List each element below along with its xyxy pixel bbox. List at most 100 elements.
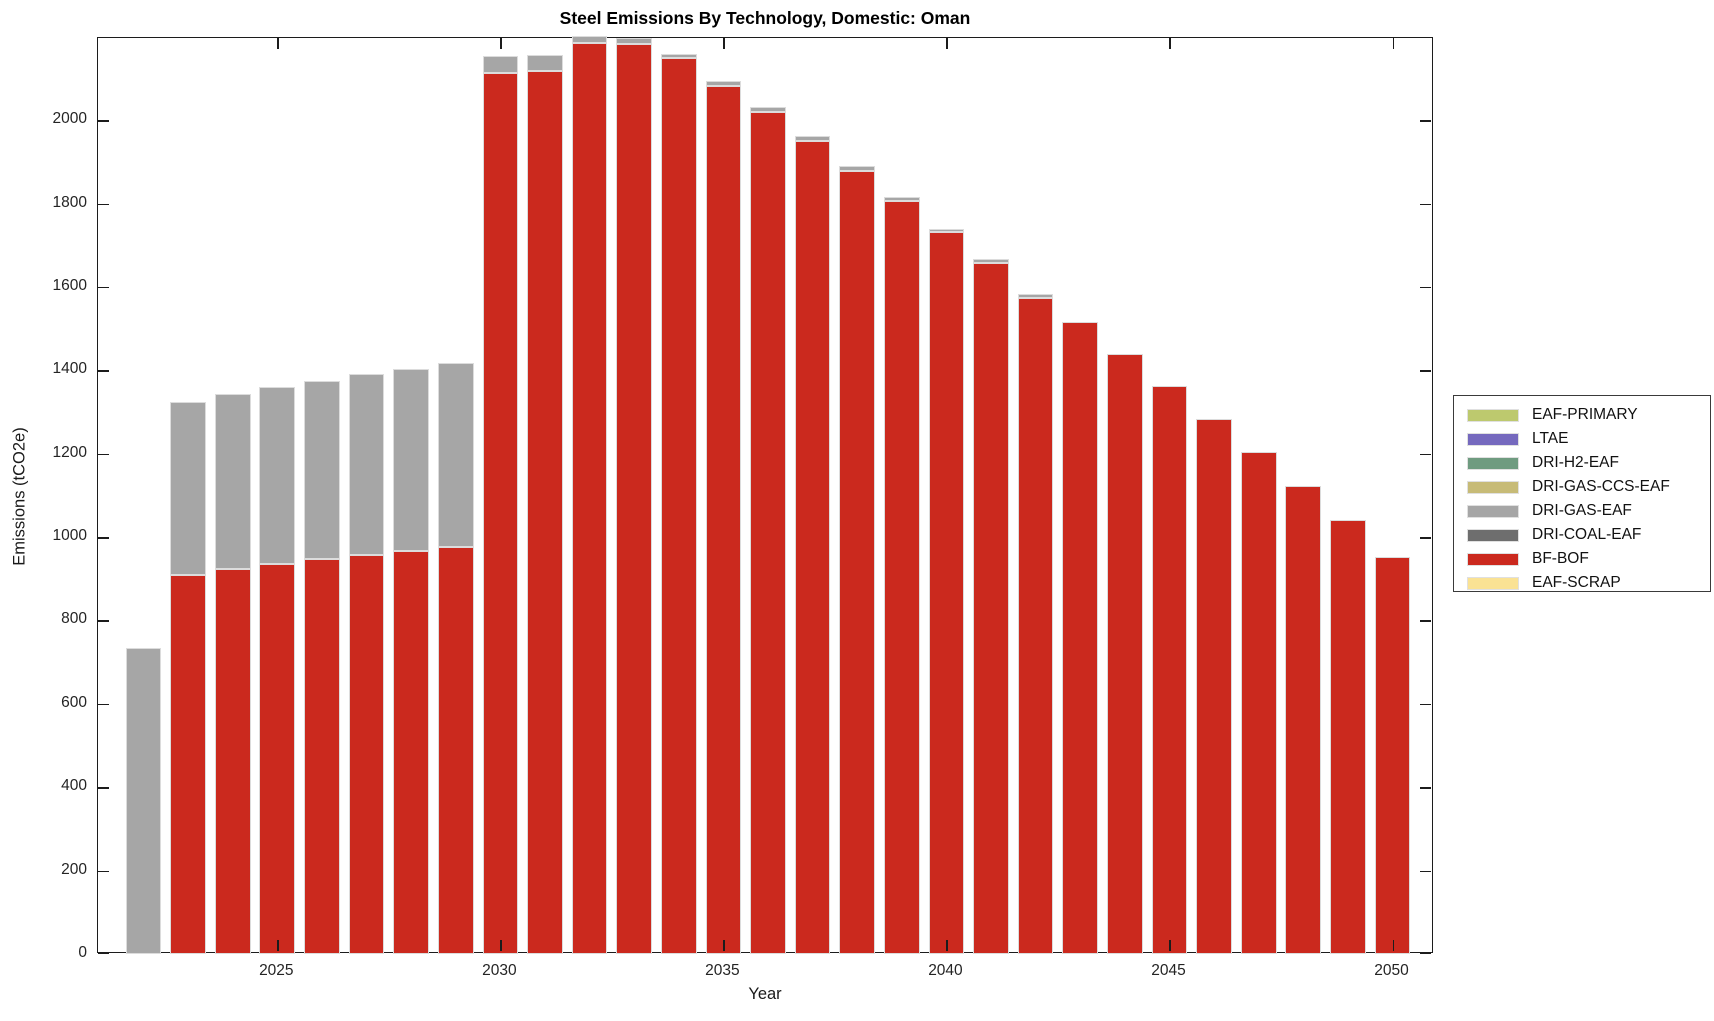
- bar-segment-bf-bof-2050: [1374, 557, 1411, 954]
- y-tick-right: [1420, 453, 1431, 456]
- y-tick-right: [1420, 370, 1431, 372]
- bars-layer: [98, 35, 1432, 954]
- y-tick-left: [98, 620, 109, 622]
- y-tick-right: [1420, 120, 1431, 122]
- y-tick-right: [1420, 952, 1431, 954]
- legend-item-eaf-scrap: EAF-SCRAP: [1454, 571, 1710, 595]
- y-tick-left: [98, 286, 109, 289]
- legend-swatch-eaf-primary: [1467, 408, 1519, 422]
- legend-item-ltae: LTAE: [1454, 427, 1710, 451]
- bar-segment-bf-bof-2031: [527, 71, 563, 954]
- bar-segment-bf-bof-2033: [616, 44, 652, 954]
- x-tick-bottom: [946, 940, 948, 951]
- bar-segment-dri-gas-eaf-2022: [125, 647, 162, 954]
- x-axis-label: Year: [748, 985, 782, 1003]
- bar-segment-dri-gas-eaf-2042: [1017, 293, 1054, 298]
- y-tick-label: 400: [61, 777, 87, 795]
- bar-segment-bf-bof-2045: [1151, 386, 1188, 954]
- bar-segment-bf-bof-2025: [259, 563, 296, 954]
- x-tick-top: [1169, 38, 1171, 49]
- bar-segment-dri-gas-eaf-2031: [527, 54, 563, 72]
- y-tick-left: [98, 703, 109, 706]
- bar-segment-dri-gas-eaf-2026: [304, 380, 340, 560]
- bar-segment-dri-gas-eaf-2037: [794, 136, 831, 141]
- y-tick-right: [1420, 286, 1431, 289]
- bar-segment-bf-bof-2023: [170, 574, 206, 954]
- x-tick-top: [723, 38, 725, 49]
- bar-segment-dri-gas-eaf-2029: [437, 363, 474, 548]
- bar-segment-dri-gas-eaf-2034: [660, 54, 697, 59]
- y-tick-right: [1420, 203, 1431, 206]
- legend-label: BF-BOF: [1532, 550, 1589, 567]
- y-tick-label: 1800: [52, 193, 87, 211]
- plot-area: [97, 35, 1433, 954]
- legend-swatch-eaf-scrap: [1467, 576, 1519, 590]
- bar-segment-bf-bof-2038: [839, 171, 876, 954]
- y-tick-right: [1420, 620, 1431, 622]
- bar-segment-bf-bof-2030: [482, 73, 519, 954]
- y-tick-left: [98, 453, 109, 456]
- y-tick-left: [98, 537, 109, 539]
- bar-segment-bf-bof-2028: [393, 551, 429, 954]
- bar-segment-bf-bof-2027: [348, 554, 385, 954]
- legend-label: DRI-GAS-CCS-EAF: [1532, 478, 1670, 495]
- bar-segment-bf-bof-2046: [1196, 418, 1232, 954]
- bar-segment-bf-bof-2026: [304, 559, 340, 954]
- legend-label: DRI-H2-EAF: [1532, 454, 1619, 471]
- y-tick-left: [98, 203, 109, 206]
- legend-swatch-dri-coal-eaf: [1467, 528, 1519, 542]
- y-axis-label: Emissions (tCO2e): [10, 427, 29, 566]
- bar-segment-bf-bof-2048: [1285, 486, 1322, 954]
- x-tick-bottom: [277, 940, 279, 951]
- bar-segment-dri-gas-eaf-2030: [482, 56, 519, 74]
- y-tick-label: 1400: [52, 360, 87, 378]
- y-tick-right: [1420, 870, 1431, 873]
- x-tick-label: 2030: [482, 962, 517, 979]
- bar-segment-dri-gas-eaf-2041: [973, 259, 1009, 263]
- y-tick-label: 1600: [52, 276, 87, 294]
- bar-segment-bf-bof-2029: [437, 547, 474, 954]
- legend-item-dri-h2-eaf: DRI-H2-EAF: [1454, 451, 1710, 475]
- legend-item-dri-gas-ccs-eaf: DRI-GAS-CCS-EAF: [1454, 475, 1710, 499]
- y-tick-right: [1420, 787, 1431, 789]
- bar-segment-dri-gas-eaf-2039: [883, 196, 920, 201]
- chart-title: Steel Emissions By Technology, Domestic:…: [559, 8, 971, 28]
- y-tick-left: [98, 870, 109, 873]
- bar-segment-bf-bof-2047: [1240, 452, 1277, 954]
- y-tick-right: [1420, 703, 1431, 706]
- bar-segment-dri-gas-eaf-2028: [393, 368, 429, 552]
- legend-swatch-dri-gas-eaf: [1467, 504, 1519, 518]
- x-tick-label: 2040: [928, 962, 963, 979]
- bar-segment-dri-gas-eaf-2040: [928, 228, 965, 233]
- chart-legend: EAF-PRIMARY LTAE DRI-H2-EAF DRI-GAS-CCS-EAF…: [1453, 395, 1711, 592]
- legend-label: DRI-GAS-EAF: [1532, 502, 1632, 519]
- y-tick-label: 200: [61, 860, 87, 878]
- y-tick-label: 0: [78, 944, 87, 961]
- legend-swatch-ltae: [1467, 432, 1519, 446]
- x-tick-label: 2050: [1374, 962, 1409, 979]
- x-tick-top: [1392, 38, 1394, 49]
- bar-segment-bf-bof-2039: [883, 200, 920, 954]
- y-tick-label: 2000: [52, 110, 87, 128]
- y-tick-label: 1000: [52, 527, 87, 545]
- bar-segment-bf-bof-2042: [1017, 297, 1054, 954]
- y-tick-left: [98, 370, 109, 372]
- x-tick-bottom: [500, 940, 502, 951]
- bar-segment-dri-gas-eaf-2032: [571, 35, 608, 43]
- x-tick-bottom: [1169, 940, 1171, 951]
- legend-item-eaf-primary: EAF-PRIMARY: [1454, 403, 1710, 427]
- y-tick-left: [98, 787, 109, 789]
- bar-segment-bf-bof-2035: [705, 85, 742, 954]
- legend-label: EAF-PRIMARY: [1532, 406, 1638, 423]
- bar-segment-bf-bof-2034: [660, 58, 697, 954]
- y-tick-left: [98, 952, 109, 954]
- x-tick-label: 2025: [259, 962, 294, 979]
- y-tick-left: [98, 120, 109, 122]
- x-tick-bottom: [1392, 940, 1394, 951]
- legend-label: DRI-COAL-EAF: [1532, 526, 1642, 543]
- y-tick-label: 800: [61, 610, 87, 628]
- bar-segment-dri-gas-eaf-2023: [170, 401, 206, 575]
- x-tick-label: 2045: [1151, 962, 1186, 979]
- bar-segment-bf-bof-2024: [214, 569, 251, 954]
- bar-segment-dri-gas-eaf-2025: [259, 386, 296, 564]
